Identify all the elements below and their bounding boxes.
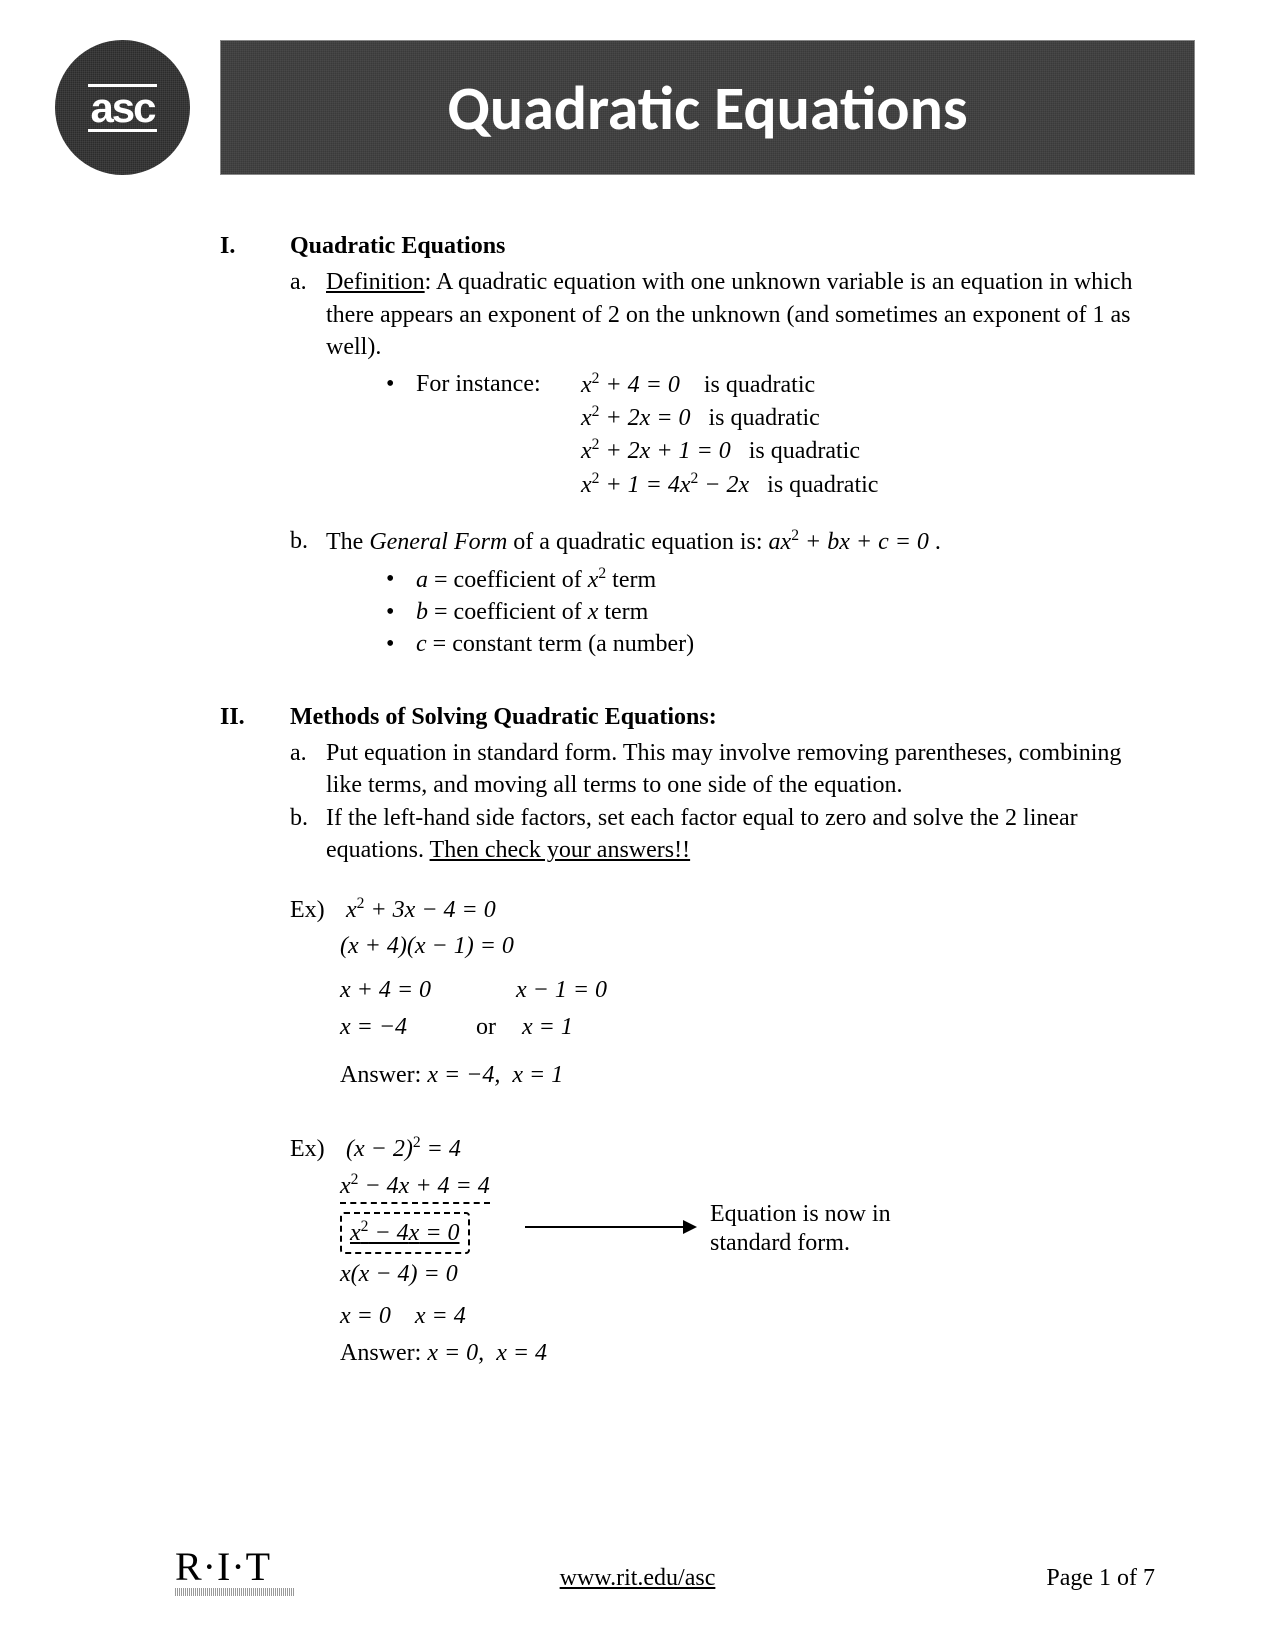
page-header: asc Quadratic Equations (55, 40, 1195, 175)
example-1-work: (x + 4)(x − 1) = 0 x + 4 = 0 x − 1 = 0 x… (340, 930, 1155, 1092)
coef-c-text: c = constant term (a number) (416, 628, 694, 660)
ex2-standard-form: x2 − 4x = 0 Equation is now in standard … (340, 1212, 1155, 1253)
eq-2: x2 + 2x = 0 (581, 405, 691, 431)
example-1-line1: Ex) x2 + 3x − 4 = 0 (290, 893, 1155, 926)
document-body: I. Quadratic Equations a. Definition: A … (220, 230, 1155, 1409)
general-form-eq: ax2 + bx + c = 0 (769, 529, 929, 555)
section-2: II. Methods of Solving Quadratic Equatio… (220, 701, 1155, 1369)
ex1-f2: x − 1 = 0 (516, 977, 607, 1003)
coef-b-text: b = coefficient of x term (416, 596, 648, 628)
coef-a: • a = coefficient of x2 term (386, 563, 1155, 596)
example-label: Ex) (290, 894, 340, 926)
example-2-work: x2 − 4x + 4 = 4 x2 − 4x = 0 Equation is … (340, 1165, 1155, 1369)
section-2-heading: II. Methods of Solving Quadratic Equatio… (220, 701, 1155, 733)
bullet-icon: • (386, 368, 416, 502)
asc-logo-text: asc (88, 84, 156, 132)
ex2-solutions: x = 0 x = 4 (340, 1300, 1155, 1332)
section-1-title: Quadratic Equations (290, 230, 505, 262)
ex2-answer: Answer: x = 0, x = 4 (340, 1337, 1155, 1369)
for-instance-row: • For instance: x2 + 4 = 0 is quadratic … (386, 368, 1155, 502)
bullet-icon: • (386, 563, 416, 596)
ex1-s1: x = −4 (340, 1011, 450, 1043)
roman-numeral: II. (220, 701, 290, 733)
ex1-eq1: x2 + 3x − 4 = 0 (346, 897, 496, 923)
eq-3-note: is quadratic (749, 438, 860, 464)
example-2: Ex) (x − 2)2 = 4 x2 − 4x + 4 = 4 x2 − 4x… (290, 1132, 1155, 1369)
general-form-pre: The (326, 529, 369, 555)
section-1b: b. The General Form of a quadratic equat… (290, 525, 1155, 661)
example-label: Ex) (290, 1133, 340, 1165)
ex1-eq2: (x + 4)(x − 1) = 0 (340, 930, 1155, 962)
ex1-s2: x = 1 (522, 1014, 573, 1040)
definition-label: Definition (326, 269, 425, 295)
example-1: Ex) x2 + 3x − 4 = 0 (x + 4)(x − 1) = 0 x… (290, 893, 1155, 1092)
definition-text: : A quadratic equation with one unknown … (326, 269, 1133, 360)
section-2a-text: Put equation in standard form. This may … (326, 737, 1155, 802)
rit-logo: R·I·T (175, 1543, 271, 1590)
section-2b: b. If the left-hand side factors, set ea… (290, 802, 1155, 867)
or-label: or (456, 1011, 516, 1043)
section-1-heading: I. Quadratic Equations (220, 230, 1155, 262)
ex2-eq3: x2 − 4x = 0 (350, 1220, 460, 1246)
coef-a-text: a = coefficient of x2 term (416, 563, 656, 596)
ex2-answer-value: x = 0, x = 4 (427, 1340, 547, 1366)
sub-letter: b. (290, 525, 326, 661)
section-2b-body: If the left-hand side factors, set each … (326, 802, 1155, 867)
general-form-post: . (929, 529, 941, 555)
ex2-eq1: (x − 2)2 = 4 (346, 1136, 461, 1162)
section-1: I. Quadratic Equations a. Definition: A … (220, 230, 1155, 661)
section-2-title: Methods of Solving Quadratic Equations: (290, 701, 717, 733)
ex2-eq2: x2 − 4x + 4 = 4 (340, 1169, 490, 1204)
section-2a: a. Put equation in standard form. This m… (290, 737, 1155, 802)
asc-logo: asc (55, 40, 190, 175)
eq-3: x2 + 2x + 1 = 0 (581, 438, 731, 464)
page-footer: R·I·T www.rit.edu/asc Page 1 of 7 (0, 1530, 1275, 1600)
dashed-box: x2 − 4x = 0 (340, 1212, 470, 1253)
title-bar: Quadratic Equations (220, 40, 1195, 175)
sub-letter: a. (290, 266, 326, 501)
general-form-mid: of a quadratic equation is: (507, 529, 768, 555)
eq-2-note: is quadratic (709, 405, 820, 431)
eq-1: x2 + 4 = 0 (581, 372, 680, 398)
ex1-solutions: x = −4 or x = 1 (340, 1011, 1155, 1043)
standard-form-note: Equation is now in standard form. (710, 1200, 970, 1258)
ex1-answer-value: x = −4, x = 1 (427, 1062, 563, 1088)
coef-c: • c = constant term (a number) (386, 628, 1155, 660)
coef-b: • b = coefficient of x term (386, 596, 1155, 628)
roman-numeral: I. (220, 230, 290, 262)
ex1-f1: x + 4 = 0 (340, 974, 510, 1006)
ex1-factors: x + 4 = 0 x − 1 = 0 (340, 974, 1155, 1006)
section-1a: a. Definition: A quadratic equation with… (290, 266, 1155, 501)
ex1-answer: Answer: x = −4, x = 1 (340, 1059, 1155, 1091)
ex2-eq4: x(x − 4) = 0 (340, 1258, 1155, 1290)
eq-4-note: is quadratic (767, 472, 878, 498)
sub-letter: b. (290, 802, 326, 867)
quadratic-examples: x2 + 4 = 0 is quadratic x2 + 2x = 0 is q… (581, 368, 878, 502)
example-2-line1: Ex) (x − 2)2 = 4 (290, 1132, 1155, 1165)
eq-1-note: is quadratic (704, 372, 815, 398)
arrow-icon (525, 1226, 695, 1228)
rit-logo-underline (175, 1588, 295, 1596)
general-form-label: General Form (369, 529, 507, 555)
eq-4: x2 + 1 = 4x2 − 2x (581, 472, 749, 498)
answer-label: Answer: (340, 1062, 427, 1088)
check-answers: Then check your answers!! (430, 837, 691, 863)
bullet-icon: • (386, 628, 416, 660)
footer-url: www.rit.edu/asc (560, 1565, 716, 1592)
bullet-icon: • (386, 596, 416, 628)
page-number: Page 1 of 7 (1046, 1565, 1155, 1592)
section-1a-body: Definition: A quadratic equation with on… (326, 266, 1155, 501)
answer-label: Answer: (340, 1340, 427, 1366)
for-instance-label: For instance: (416, 368, 581, 502)
section-1b-body: The General Form of a quadratic equation… (326, 525, 1155, 661)
sub-letter: a. (290, 737, 326, 802)
page-title: Quadratic Equations (447, 70, 967, 146)
